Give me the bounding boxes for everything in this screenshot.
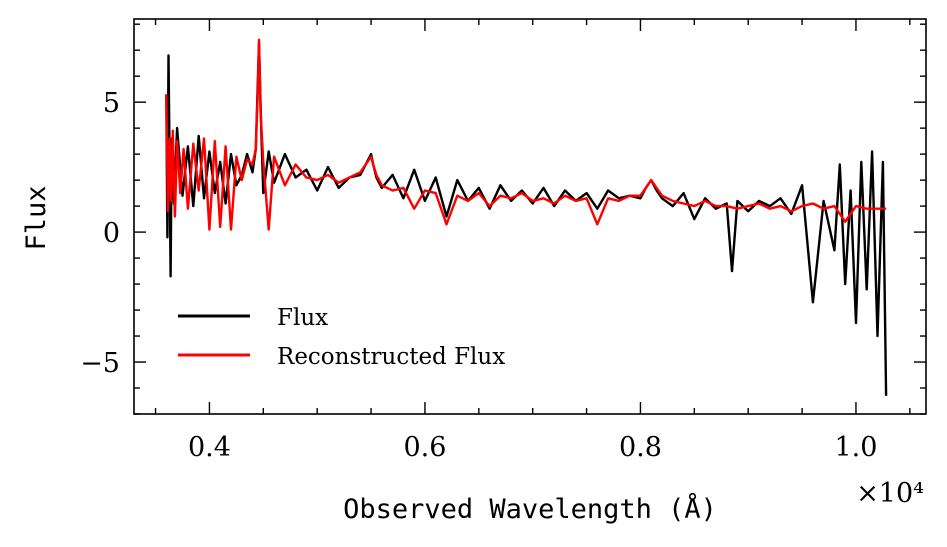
legend-label-reconstructed-flux: Reconstructed Flux [277, 344, 505, 370]
tick-label-layer: 0.4 0.6 0.8 1.0 −5 0 5 [80, 88, 877, 463]
tick-layer [134, 19, 926, 415]
x-axis-title: Observed Wavelength (Å) [343, 493, 717, 525]
series-line-reconstructed-flux [165, 38, 887, 231]
y-tick-label: 5 [103, 88, 120, 119]
x-tick-label: 0.8 [619, 432, 662, 463]
x-tick-label: 0.4 [188, 432, 231, 463]
y-tick-label: −5 [80, 348, 120, 379]
series-layer [165, 38, 888, 396]
series-line-flux [165, 41, 888, 396]
x-axis-multiplier: ×10⁴ [856, 478, 924, 509]
legend-label-flux: Flux [277, 305, 328, 331]
legend: Flux Reconstructed Flux [178, 305, 505, 370]
y-axis-title: Flux [21, 185, 52, 250]
x-tick-label: 1.0 [834, 432, 877, 463]
plot-frame [133, 18, 927, 415]
x-tick-label: 0.6 [403, 432, 446, 463]
y-tick-label: 0 [103, 218, 120, 249]
